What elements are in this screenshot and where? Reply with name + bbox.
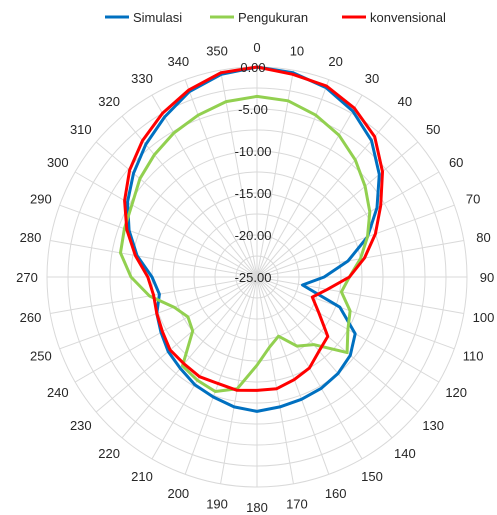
angle-tick-label: 260	[20, 310, 42, 325]
angle-tick-label: 190	[206, 497, 228, 512]
angle-tick-label: 230	[70, 418, 92, 433]
angle-tick-label: 120	[445, 385, 467, 400]
grid-spoke	[256, 276, 330, 475]
angle-tick-label: 180	[246, 500, 268, 515]
series-line-pengukuran	[119, 94, 372, 393]
legend: Simulasi Pengukuran konvensional	[105, 10, 446, 25]
grid-spoke	[256, 94, 363, 278]
series-line-konvensional	[123, 65, 384, 392]
grid-spoke	[256, 276, 419, 413]
grid-spoke	[121, 115, 258, 278]
angle-tick-label: 320	[98, 94, 120, 109]
grid-spoke	[74, 171, 258, 278]
grid-spoke	[256, 141, 419, 278]
angle-tick-label: 150	[361, 469, 383, 484]
grid-spoke	[184, 79, 258, 278]
grid-spoke	[121, 276, 258, 439]
angle-tick-label: 60	[449, 155, 463, 170]
grid-spoke	[95, 141, 258, 278]
radial-tick-label: -10.00	[235, 144, 272, 159]
angle-labels: 0 10 20 30 40 50 60 70 80 90 100 110 120 130 140 150 160…	[16, 40, 494, 515]
grid-spoke	[256, 276, 455, 350]
angle-tick-label: 130	[422, 418, 444, 433]
grid-spoke	[256, 115, 393, 278]
radial-axis-labels: 0.00 -5.00 -10.00 -15.00 -20.00 -25.00	[235, 60, 272, 285]
angle-tick-label: 280	[20, 230, 42, 245]
grid-spoke	[95, 276, 258, 413]
grid-spoke	[256, 171, 440, 278]
radial-tick-label: 0.00	[240, 60, 265, 75]
angle-tick-label: 30	[365, 71, 379, 86]
angle-tick-label: 80	[476, 230, 490, 245]
series-line-simulasi	[126, 65, 381, 413]
angle-tick-label: 310	[70, 122, 92, 137]
angle-tick-label: 220	[98, 446, 120, 461]
angle-tick-label: 90	[480, 270, 494, 285]
grid-spoke	[59, 204, 258, 278]
angle-tick-label: 20	[328, 54, 342, 69]
grid-spoke	[74, 276, 258, 383]
series-lines	[119, 65, 384, 413]
radial-tick-label: -5.00	[238, 102, 268, 117]
angle-tick-label: 110	[463, 349, 484, 364]
angle-tick-label: 210	[131, 469, 153, 484]
angle-tick-label: 0	[253, 40, 260, 55]
grid-spoke	[256, 276, 393, 439]
legend-label-simulasi: Simulasi	[133, 10, 182, 25]
grid-spoke	[256, 70, 294, 278]
radial-tick-label: -25.00	[235, 270, 272, 285]
angle-tick-label: 270	[16, 270, 38, 285]
grid-spoke	[151, 276, 258, 460]
angle-tick-label: 240	[47, 385, 69, 400]
angle-tick-label: 200	[167, 486, 189, 501]
angle-tick-label: 340	[167, 54, 189, 69]
legend-label-pengukuran: Pengukuran	[238, 10, 308, 25]
radial-tick-label: -15.00	[235, 186, 272, 201]
grid-spoke	[184, 276, 258, 475]
angle-tick-label: 350	[206, 43, 228, 58]
angle-tick-label: 50	[426, 122, 440, 137]
angle-tick-label: 250	[30, 349, 52, 364]
angle-tick-label: 160	[325, 486, 347, 501]
angle-tick-label: 140	[394, 446, 416, 461]
angle-tick-label: 40	[398, 94, 412, 109]
grid-spoke	[256, 204, 455, 278]
grid-spoke	[50, 240, 258, 278]
angle-tick-label: 10	[290, 43, 304, 58]
angle-tick-label: 100	[473, 310, 495, 325]
grid-spoke	[151, 94, 258, 278]
angle-tick-label: 290	[30, 191, 52, 206]
angle-tick-label: 70	[466, 191, 480, 206]
angle-tick-label: 170	[286, 497, 308, 512]
grid-spoke	[256, 276, 464, 314]
radial-tick-label: -20.00	[235, 228, 272, 243]
angle-tick-label: 330	[131, 71, 153, 86]
legend-label-konvensional: konvensional	[370, 10, 446, 25]
grid-spoke	[256, 276, 294, 484]
angle-tick-label: 300	[47, 155, 69, 170]
grid-spoke	[256, 79, 330, 278]
grid-spoke	[220, 276, 258, 484]
grid-spoke	[220, 70, 258, 278]
